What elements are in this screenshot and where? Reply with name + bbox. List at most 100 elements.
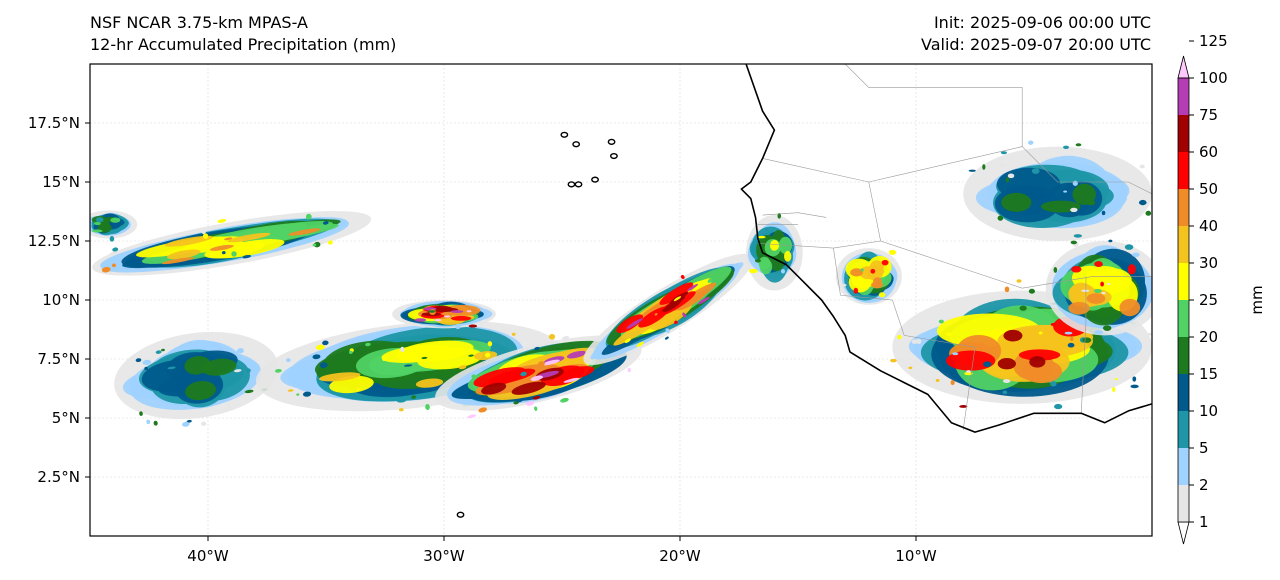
- latitude-axis: 2.5°N 5°N 7.5°N 10°N 12.5°N 15°N 17.5°N: [28, 114, 90, 486]
- precip-cell: [305, 213, 312, 220]
- precip-contour: [136, 236, 230, 258]
- precip-cell: [959, 405, 968, 408]
- country-border: [757, 181, 881, 249]
- precip-cell: [1102, 260, 1106, 264]
- country-border: [1021, 146, 1152, 195]
- precip-cell: [231, 251, 237, 257]
- precip-contour: [866, 265, 883, 281]
- precip-contour: [481, 382, 507, 395]
- precip-cell: [1070, 207, 1078, 213]
- colorbar-tick-label: 10: [1199, 402, 1218, 420]
- precip-contour: [1094, 261, 1104, 267]
- precip-contour: [784, 250, 792, 262]
- colorbar-tick-label: 2: [1199, 476, 1209, 494]
- precip-cell: [1038, 331, 1043, 335]
- precip-cell: [312, 243, 317, 247]
- precip-band-sahel-scatter: [963, 140, 1152, 247]
- precip-cell: [144, 366, 149, 371]
- colorbar-tick-label: 125: [1199, 32, 1228, 50]
- precip-cell: [315, 344, 325, 350]
- precip-cell: [365, 342, 371, 347]
- precip-cell: [302, 391, 312, 397]
- precip-band-atlantic-main-core: [435, 335, 642, 419]
- precip-cell: [1073, 234, 1082, 238]
- precip-cell: [1054, 403, 1063, 410]
- precip-cell: [322, 340, 329, 346]
- precip-cell: [534, 406, 538, 411]
- precip-contour: [318, 372, 361, 382]
- colorbar-tick-label: 5: [1199, 439, 1209, 457]
- precip-cell: [525, 401, 535, 406]
- precip-cell: [403, 364, 413, 367]
- precip-contour: [563, 377, 580, 383]
- precip-contour: [450, 316, 472, 321]
- lon-tick-label: 10°W: [895, 547, 937, 565]
- precip-cell: [1064, 331, 1073, 335]
- precip-cell: [1067, 342, 1075, 348]
- precipitation-field: [90, 140, 1167, 427]
- island: [591, 176, 599, 183]
- precip-contour: [443, 304, 481, 316]
- precip-contour: [769, 240, 779, 251]
- precip-cell: [860, 268, 864, 272]
- precip-cell: [1028, 140, 1034, 145]
- colorbar-segment: [1178, 189, 1189, 226]
- precip-cell: [897, 335, 902, 340]
- precip-contour: [466, 310, 472, 313]
- lon-tick-label: 30°W: [423, 547, 465, 565]
- precip-band-africa-central: [835, 248, 902, 305]
- precip-cell: [673, 296, 682, 302]
- precip-contour: [93, 221, 101, 226]
- island: [607, 138, 616, 145]
- precip-cell: [109, 251, 119, 255]
- colorbar-segment: [1178, 78, 1189, 115]
- precip-contour: [1003, 329, 1023, 342]
- precip-cell: [1000, 151, 1007, 155]
- precip-cell: [1075, 143, 1082, 147]
- colorbar-segment: [1178, 448, 1189, 485]
- precip-contour: [662, 299, 682, 313]
- precip-cell: [1138, 199, 1147, 206]
- precip-cell: [139, 411, 143, 416]
- precip-cell: [624, 338, 631, 343]
- precip-cell: [167, 366, 176, 370]
- precip-contour: [208, 239, 285, 259]
- precip-cell: [680, 274, 685, 280]
- precip-cell: [1114, 378, 1118, 381]
- precip-contour: [946, 350, 996, 371]
- precip-cell: [841, 283, 847, 287]
- model-title: NSF NCAR 3.75-km MPAS-A: [90, 13, 308, 32]
- precip-cell: [484, 352, 491, 358]
- colorbar-segment: [1178, 411, 1189, 448]
- colorbar-segment: [1178, 337, 1189, 374]
- precip-cell: [511, 332, 516, 336]
- precip-contour: [853, 287, 859, 294]
- island: [574, 181, 583, 188]
- precip-cell: [654, 313, 658, 316]
- precip-cell: [1130, 384, 1139, 389]
- precip-cell: [780, 268, 786, 274]
- precip-cell: [1063, 145, 1070, 149]
- precip-cell: [966, 370, 971, 373]
- precip-cell: [1159, 279, 1167, 282]
- precip-cell: [890, 358, 897, 363]
- lat-tick-label: 7.5°N: [37, 350, 80, 368]
- precip-cell: [186, 419, 192, 423]
- precip-cell: [997, 215, 1004, 221]
- precip-band-atlantic-north-blob: [392, 300, 496, 330]
- precip-cell: [968, 169, 976, 172]
- precip-cell: [1102, 325, 1112, 331]
- precip-cell: [946, 332, 952, 337]
- precip-cell: [319, 362, 328, 369]
- precip-contour: [110, 217, 121, 223]
- precip-contour: [511, 381, 546, 395]
- lon-tick-label: 40°W: [187, 547, 229, 565]
- precip-cell: [1132, 376, 1137, 382]
- colorbar-under-extend: [1177, 521, 1190, 545]
- init-time: Init: 2025-09-06 00:00 UTC: [933, 13, 1151, 32]
- precip-cell: [754, 259, 761, 263]
- precip-contour: [444, 315, 451, 318]
- precip-contour: [417, 347, 483, 370]
- precip-contour: [201, 358, 237, 376]
- precip-cell: [1028, 288, 1035, 294]
